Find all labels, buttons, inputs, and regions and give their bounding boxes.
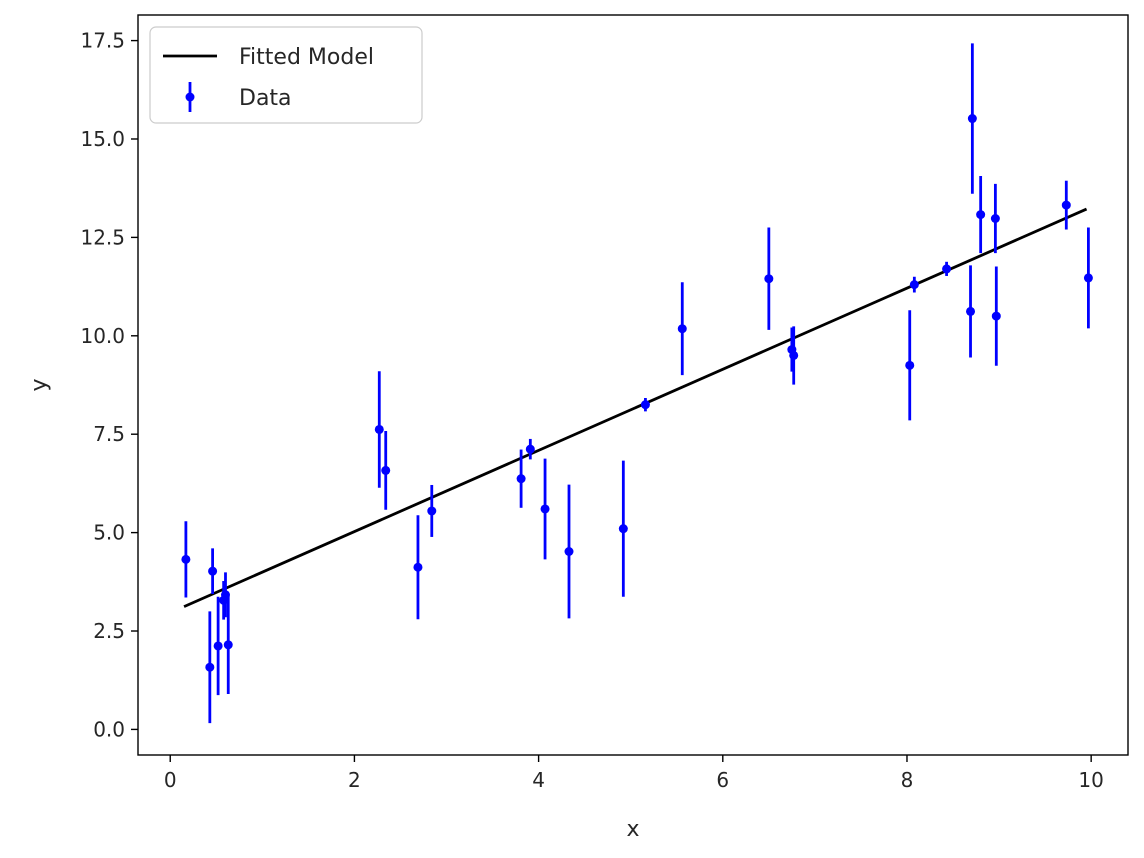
y-tick-label: 12.5 xyxy=(80,225,125,249)
y-tick-label: 10.0 xyxy=(80,324,125,348)
x-tick-label: 4 xyxy=(532,768,545,792)
data-point xyxy=(789,350,799,360)
x-tick-label: 2 xyxy=(348,768,361,792)
x-tick-label: 0 xyxy=(164,768,177,792)
data-point xyxy=(942,264,952,274)
data-point xyxy=(618,524,628,534)
fitted-model-line xyxy=(183,207,1088,608)
x-axis-label: x xyxy=(626,817,639,842)
data-point xyxy=(909,280,919,290)
y-tick-label: 17.5 xyxy=(80,29,125,53)
legend-marker-swatch xyxy=(185,92,195,102)
data-point xyxy=(1083,273,1093,283)
data-point xyxy=(181,554,191,564)
data-point xyxy=(990,214,1000,223)
data-point xyxy=(677,324,687,334)
y-tick-label: 0.0 xyxy=(93,717,125,741)
plot-area-frame xyxy=(137,14,1129,756)
x-tick-label: 8 xyxy=(901,768,914,792)
y-tick-label: 15.0 xyxy=(80,127,125,151)
plot-area-data xyxy=(181,43,1093,724)
data-point xyxy=(540,504,550,514)
data-point xyxy=(223,640,233,650)
y-axis-label: y xyxy=(27,378,52,391)
y-tick-label: 5.0 xyxy=(93,521,125,545)
data-point xyxy=(640,400,650,410)
data-point xyxy=(208,566,218,576)
data-point xyxy=(991,311,1001,321)
data-point xyxy=(905,360,915,370)
data-point xyxy=(525,444,535,454)
x-tick-label: 10 xyxy=(1078,768,1103,792)
data-point xyxy=(427,506,437,516)
data-point xyxy=(213,641,223,651)
data-point xyxy=(764,274,774,284)
y-tick-label: 2.5 xyxy=(93,619,125,643)
data-point xyxy=(976,210,986,220)
legend-box xyxy=(149,26,423,124)
data-point xyxy=(413,562,423,572)
legend-entry-fitted-model: Fitted Model xyxy=(239,45,374,70)
legend-entry-data: Data xyxy=(239,86,292,111)
data-point xyxy=(967,114,977,124)
data-point xyxy=(966,306,976,316)
data-point xyxy=(374,424,384,434)
data-point xyxy=(564,547,574,556)
axes-ticks: 0 2 4 6 8 10 0.0 2.5 5.0 7.5 10.0 12.5 15.0 17.5 xyxy=(80,29,1103,792)
data-point xyxy=(516,474,526,484)
data-point xyxy=(1061,200,1071,210)
data-point xyxy=(381,465,391,475)
legend: Fitted Model Data xyxy=(149,26,423,124)
y-tick-label: 7.5 xyxy=(93,422,125,446)
x-tick-label: 6 xyxy=(716,768,729,792)
data-point xyxy=(205,662,215,672)
